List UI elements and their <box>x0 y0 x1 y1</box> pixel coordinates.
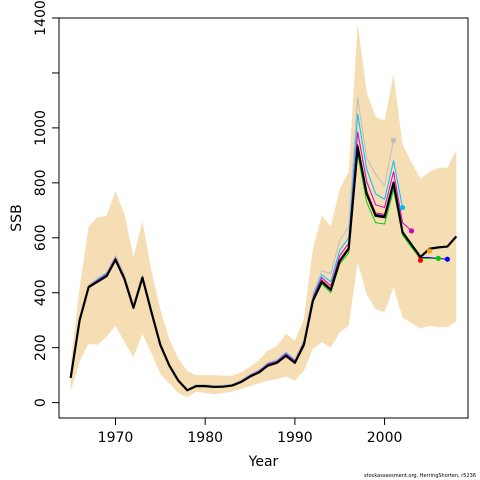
x-tick-label: 1990 <box>277 430 313 446</box>
y-axis-title: SSB <box>9 204 25 231</box>
series-end-point-2 <box>435 255 442 261</box>
series-end-point-7 <box>426 248 433 254</box>
plot-frame <box>58 17 469 419</box>
credit-note: stockassessment.org, HerringShorten, r52… <box>364 473 476 479</box>
x-tick-label: 1980 <box>187 430 223 446</box>
confidence-band-layer <box>70 23 457 398</box>
y-tick-label: 600 <box>33 224 49 251</box>
series-end-points-layer <box>390 137 450 263</box>
series-end-point-4 <box>399 204 406 211</box>
y-tick-label: 800 <box>33 169 49 196</box>
series-line-main <box>69 146 458 392</box>
series-end-point-3 <box>444 256 450 262</box>
y-tick-label: 1400 <box>33 0 49 36</box>
x-axis: 1970 1980 1990 2000 <box>98 418 403 446</box>
y-axis: 0 200 400 600 800 1000 1400 <box>33 0 59 407</box>
series-lines-layer <box>69 97 458 392</box>
y-tick-label: 200 <box>33 334 49 361</box>
y-tick-label: 400 <box>33 279 49 306</box>
confidence-band <box>70 23 457 398</box>
x-tick-label: 2000 <box>367 430 403 446</box>
series-end-point-1 <box>417 257 424 263</box>
y-tick-label: 1000 <box>33 110 49 146</box>
series-end-point-5 <box>408 228 415 234</box>
x-tick-label: 1970 <box>98 430 134 446</box>
series-end-point-6 <box>390 137 397 143</box>
series-line-peel-6 <box>70 97 395 390</box>
x-axis-title: Year <box>248 454 279 470</box>
y-tick-label: 0 <box>33 398 49 407</box>
